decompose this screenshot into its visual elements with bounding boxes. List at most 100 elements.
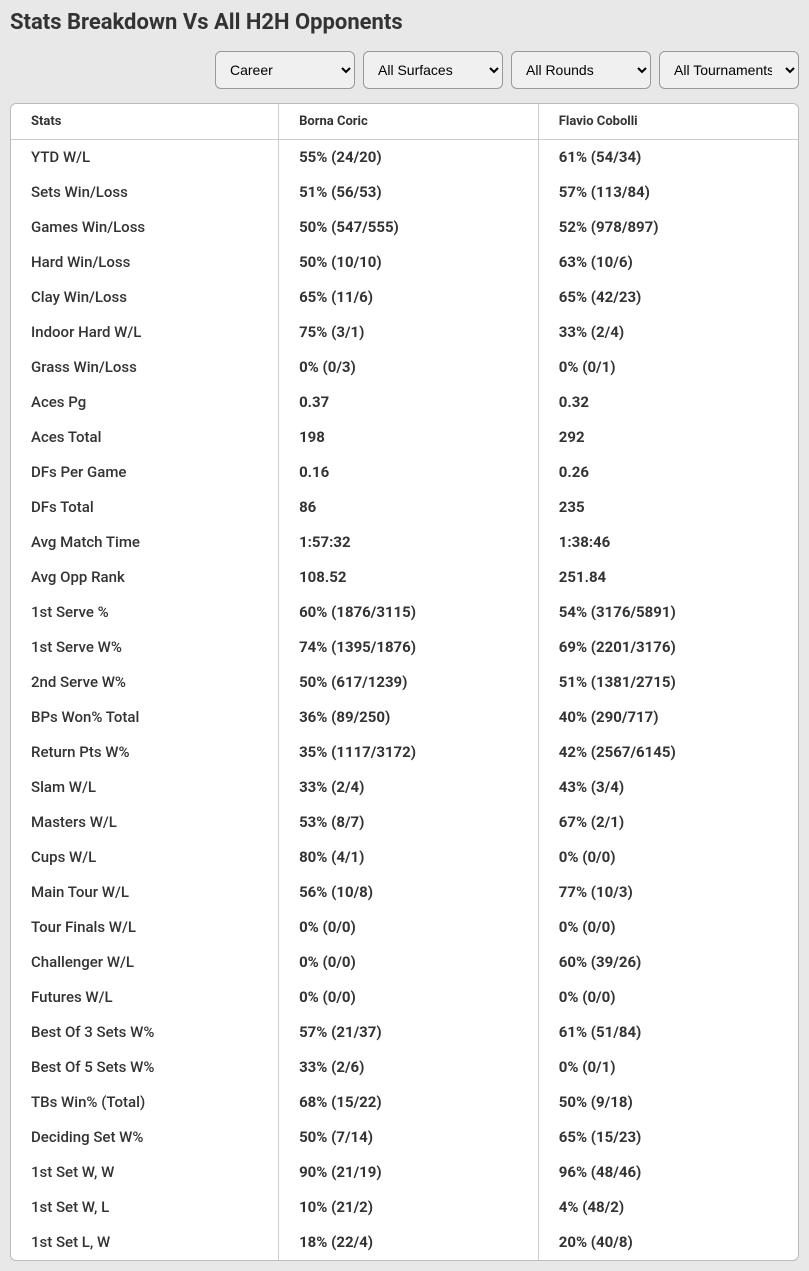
stat-value-player2: 0% (0/0) <box>538 840 798 875</box>
table-row: 1st Serve W%74% (1395/1876)69% (2201/317… <box>11 630 798 665</box>
table-row: Grass Win/Loss0% (0/3)0% (0/1) <box>11 350 798 385</box>
stat-value-player1: 57% (21/37) <box>279 1015 539 1050</box>
stat-label: Cups W/L <box>11 840 279 875</box>
stat-label: Hard Win/Loss <box>11 245 279 280</box>
table-row: Challenger W/L0% (0/0)60% (39/26) <box>11 945 798 980</box>
rounds-select[interactable]: All Rounds <box>511 51 651 89</box>
stat-value-player2: 77% (10/3) <box>538 875 798 910</box>
stat-label: Return Pts W% <box>11 735 279 770</box>
stat-label: Best Of 5 Sets W% <box>11 1050 279 1085</box>
table-row: Deciding Set W%50% (7/14)65% (15/23) <box>11 1120 798 1155</box>
table-row: Best Of 3 Sets W%57% (21/37)61% (51/84) <box>11 1015 798 1050</box>
table-row: Tour Finals W/L0% (0/0)0% (0/0) <box>11 910 798 945</box>
stat-value-player1: 0% (0/3) <box>279 350 539 385</box>
column-header-stats: Stats <box>11 104 279 140</box>
stat-value-player2: 0.26 <box>538 455 798 490</box>
filters-row: Career All Surfaces All Rounds All Tourn… <box>10 51 799 89</box>
stat-label: DFs Total <box>11 490 279 525</box>
stat-value-player1: 50% (547/555) <box>279 210 539 245</box>
stat-value-player2: 0% (0/0) <box>538 910 798 945</box>
stat-label: 1st Set W, L <box>11 1190 279 1225</box>
stat-value-player1: 10% (21/2) <box>279 1190 539 1225</box>
stat-value-player1: 0.16 <box>279 455 539 490</box>
stat-label: Deciding Set W% <box>11 1120 279 1155</box>
stat-label: TBs Win% (Total) <box>11 1085 279 1120</box>
stat-value-player1: 68% (15/22) <box>279 1085 539 1120</box>
stat-label: Slam W/L <box>11 770 279 805</box>
stat-value-player2: 235 <box>538 490 798 525</box>
table-row: Cups W/L80% (4/1)0% (0/0) <box>11 840 798 875</box>
stat-value-player2: 65% (42/23) <box>538 280 798 315</box>
stat-value-player2: 51% (1381/2715) <box>538 665 798 700</box>
stat-label: Avg Opp Rank <box>11 560 279 595</box>
stat-value-player2: 20% (40/8) <box>538 1225 798 1260</box>
stat-label: Tour Finals W/L <box>11 910 279 945</box>
stat-value-player1: 55% (24/20) <box>279 140 539 175</box>
table-row: Sets Win/Loss51% (56/53)57% (113/84) <box>11 175 798 210</box>
stat-label: 1st Serve W% <box>11 630 279 665</box>
table-row: Hard Win/Loss50% (10/10)63% (10/6) <box>11 245 798 280</box>
stat-value-player2: 54% (3176/5891) <box>538 595 798 630</box>
table-row: Aces Total198292 <box>11 420 798 455</box>
table-row: Avg Opp Rank108.52251.84 <box>11 560 798 595</box>
table-row: Futures W/L0% (0/0)0% (0/0) <box>11 980 798 1015</box>
stat-value-player2: 251.84 <box>538 560 798 595</box>
career-select[interactable]: Career <box>215 51 355 89</box>
stat-value-player2: 69% (2201/3176) <box>538 630 798 665</box>
stat-label: Clay Win/Loss <box>11 280 279 315</box>
table-row: Slam W/L33% (2/4)43% (3/4) <box>11 770 798 805</box>
stat-value-player2: 60% (39/26) <box>538 945 798 980</box>
stat-value-player2: 40% (290/717) <box>538 700 798 735</box>
stats-table: Stats Borna Coric Flavio Cobolli YTD W/L… <box>11 104 798 1260</box>
stat-value-player1: 56% (10/8) <box>279 875 539 910</box>
stat-label: Main Tour W/L <box>11 875 279 910</box>
stat-label: Challenger W/L <box>11 945 279 980</box>
stat-value-player1: 75% (3/1) <box>279 315 539 350</box>
stat-label: Avg Match Time <box>11 525 279 560</box>
stat-value-player2: 1:38:46 <box>538 525 798 560</box>
table-row: 2nd Serve W%50% (617/1239)51% (1381/2715… <box>11 665 798 700</box>
stat-value-player1: 60% (1876/3115) <box>279 595 539 630</box>
stat-value-player1: 35% (1117/3172) <box>279 735 539 770</box>
tournaments-select[interactable]: All Tournaments <box>659 51 799 89</box>
stat-label: Indoor Hard W/L <box>11 315 279 350</box>
surfaces-select[interactable]: All Surfaces <box>363 51 503 89</box>
stat-label: 1st Serve % <box>11 595 279 630</box>
stat-value-player1: 0% (0/0) <box>279 945 539 980</box>
stat-value-player2: 96% (48/46) <box>538 1155 798 1190</box>
table-row: Games Win/Loss50% (547/555)52% (978/897) <box>11 210 798 245</box>
stat-value-player2: 65% (15/23) <box>538 1120 798 1155</box>
stat-value-player2: 63% (10/6) <box>538 245 798 280</box>
column-header-player2: Flavio Cobolli <box>538 104 798 140</box>
stat-value-player2: 4% (48/2) <box>538 1190 798 1225</box>
table-row: TBs Win% (Total)68% (15/22)50% (9/18) <box>11 1085 798 1120</box>
stat-value-player2: 33% (2/4) <box>538 315 798 350</box>
stat-label: Aces Total <box>11 420 279 455</box>
stat-value-player1: 0% (0/0) <box>279 980 539 1015</box>
stat-value-player1: 80% (4/1) <box>279 840 539 875</box>
stat-value-player1: 108.52 <box>279 560 539 595</box>
page-title: Stats Breakdown Vs All H2H Opponents <box>10 10 799 35</box>
stat-value-player1: 86 <box>279 490 539 525</box>
stat-value-player2: 43% (3/4) <box>538 770 798 805</box>
table-header-row: Stats Borna Coric Flavio Cobolli <box>11 104 798 140</box>
table-row: BPs Won% Total36% (89/250)40% (290/717) <box>11 700 798 735</box>
table-row: Main Tour W/L56% (10/8)77% (10/3) <box>11 875 798 910</box>
stat-value-player1: 65% (11/6) <box>279 280 539 315</box>
stat-value-player2: 292 <box>538 420 798 455</box>
column-header-player1: Borna Coric <box>279 104 539 140</box>
table-row: Masters W/L53% (8/7)67% (2/1) <box>11 805 798 840</box>
stat-label: Futures W/L <box>11 980 279 1015</box>
table-row: Aces Pg0.370.32 <box>11 385 798 420</box>
table-row: DFs Total86235 <box>11 490 798 525</box>
stat-value-player2: 0% (0/1) <box>538 350 798 385</box>
stat-value-player2: 50% (9/18) <box>538 1085 798 1120</box>
stat-value-player1: 50% (10/10) <box>279 245 539 280</box>
stat-value-player1: 50% (7/14) <box>279 1120 539 1155</box>
stats-table-container: Stats Borna Coric Flavio Cobolli YTD W/L… <box>10 103 799 1261</box>
stat-value-player1: 51% (56/53) <box>279 175 539 210</box>
stat-value-player1: 50% (617/1239) <box>279 665 539 700</box>
stat-value-player2: 0% (0/0) <box>538 980 798 1015</box>
stat-value-player1: 198 <box>279 420 539 455</box>
stat-label: 1st Set L, W <box>11 1225 279 1260</box>
